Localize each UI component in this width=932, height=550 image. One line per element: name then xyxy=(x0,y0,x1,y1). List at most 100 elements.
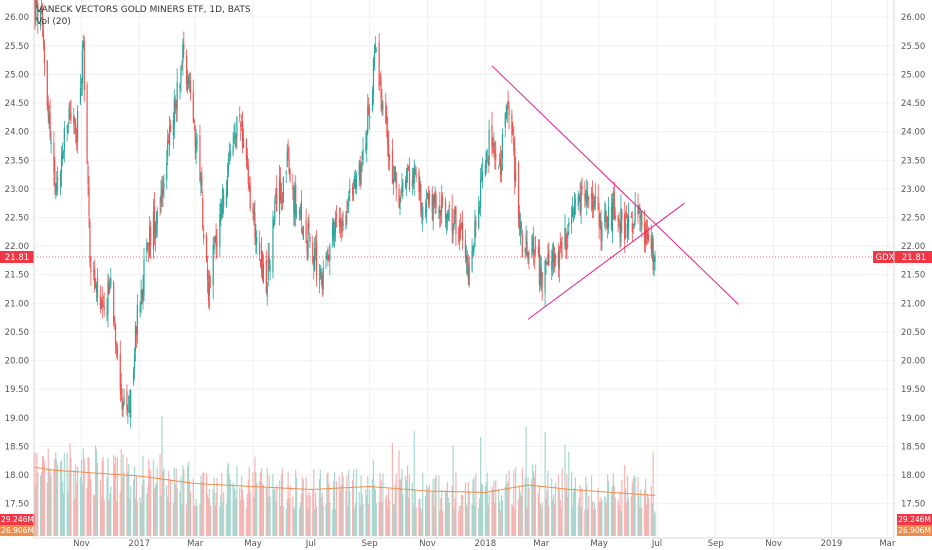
volume-bar xyxy=(381,501,383,536)
price-tick-label-right: 23.50 xyxy=(901,156,925,166)
candle-body xyxy=(70,113,72,121)
volume-bar xyxy=(379,473,381,536)
volume-bar xyxy=(446,482,449,536)
volume-bar xyxy=(348,469,350,536)
volume-bar xyxy=(201,482,203,536)
volume-bar xyxy=(566,474,568,536)
trendlines[interactable] xyxy=(491,65,739,320)
volume-bar xyxy=(101,461,103,536)
volume-bar xyxy=(591,501,594,536)
candle-body xyxy=(192,92,194,121)
volume-bar xyxy=(206,494,209,536)
volume-bar xyxy=(253,497,255,536)
volume-bar xyxy=(537,492,540,536)
volume-bar xyxy=(193,505,195,536)
volume-bar xyxy=(394,483,396,536)
time-tick-label: Mar xyxy=(533,539,550,549)
volume-bar xyxy=(508,470,510,536)
candle-body xyxy=(653,258,655,264)
candle-body xyxy=(86,84,88,163)
candle-body xyxy=(288,159,290,172)
price-tick-label-left: 25.50 xyxy=(5,42,29,52)
volume-bar xyxy=(214,505,216,536)
candle-body xyxy=(298,210,301,215)
volume-bar xyxy=(309,495,311,536)
candle-body xyxy=(246,155,248,167)
volume-bar xyxy=(156,466,158,536)
candles xyxy=(33,0,656,429)
volume-bar xyxy=(279,506,282,536)
volume-bar xyxy=(90,479,92,536)
candle-body xyxy=(412,174,414,185)
volume-legend[interactable]: Vol (20) xyxy=(36,17,71,27)
candle-body xyxy=(292,186,294,189)
trendline[interactable] xyxy=(491,65,739,305)
candle-body xyxy=(478,206,480,229)
candle-body xyxy=(428,193,430,200)
candle-body xyxy=(652,239,654,270)
volume-bar xyxy=(525,427,527,536)
candle-body xyxy=(280,195,283,204)
candle-body xyxy=(353,176,356,189)
candle-body xyxy=(511,113,513,135)
candle-body xyxy=(514,147,516,182)
volume-bar xyxy=(203,472,205,536)
candle-body xyxy=(199,135,201,181)
candle-body xyxy=(559,245,561,249)
candle-body xyxy=(591,194,594,211)
candle-body xyxy=(213,244,215,250)
volume-bar xyxy=(229,480,231,536)
candle-body xyxy=(59,173,62,188)
candle-body xyxy=(56,182,58,191)
candle-body xyxy=(260,260,262,265)
volume-bar xyxy=(435,474,437,536)
candle-body xyxy=(53,142,55,172)
volume-bar xyxy=(480,483,483,536)
symbol-legend[interactable]: VANECK VECTORS GOLD MINERS ETF, 1D, BATS xyxy=(36,5,251,15)
candle-body xyxy=(42,30,45,45)
candle-body xyxy=(181,66,183,68)
candle-body xyxy=(47,102,49,116)
candle-body xyxy=(348,196,350,202)
volume-bar xyxy=(592,509,595,536)
volume-bar xyxy=(103,499,105,536)
candle-body xyxy=(126,391,128,411)
volume-bar xyxy=(314,508,316,536)
price-tick-label-right: 25.50 xyxy=(901,42,925,52)
candle-body xyxy=(568,222,570,227)
volume-bar xyxy=(95,445,97,536)
volume-bar xyxy=(286,499,288,536)
time-tick-label: 2018 xyxy=(475,539,497,549)
candle-body xyxy=(380,81,382,99)
volume-bar xyxy=(398,450,400,536)
price-tick-label-left: 18.00 xyxy=(5,471,29,481)
volume-bar xyxy=(56,459,58,536)
candle-body xyxy=(418,171,420,192)
trendline[interactable] xyxy=(527,202,685,320)
candle-body xyxy=(216,242,218,247)
volume-bar xyxy=(242,499,245,536)
volume-bar xyxy=(285,508,287,536)
candle-body xyxy=(379,84,381,86)
volume-bar xyxy=(57,464,59,536)
candle-body xyxy=(592,206,595,208)
candle-body xyxy=(166,163,168,181)
candle-body xyxy=(265,259,267,293)
volume-bar xyxy=(232,482,234,536)
volume-bar xyxy=(241,475,243,536)
candle-body xyxy=(620,207,622,242)
volume-bar xyxy=(554,482,557,536)
price-tick-label-left: 19.00 xyxy=(5,414,29,424)
volume-bar xyxy=(546,490,548,536)
volume-bar xyxy=(371,479,374,536)
volume-bar xyxy=(136,500,138,536)
candle-body xyxy=(187,76,190,84)
candle-body xyxy=(286,152,288,168)
volume-bar xyxy=(169,478,172,536)
volume-bar xyxy=(215,492,217,536)
volume-bar xyxy=(212,489,214,536)
candle-body xyxy=(393,178,395,180)
volume-bar xyxy=(68,472,70,536)
